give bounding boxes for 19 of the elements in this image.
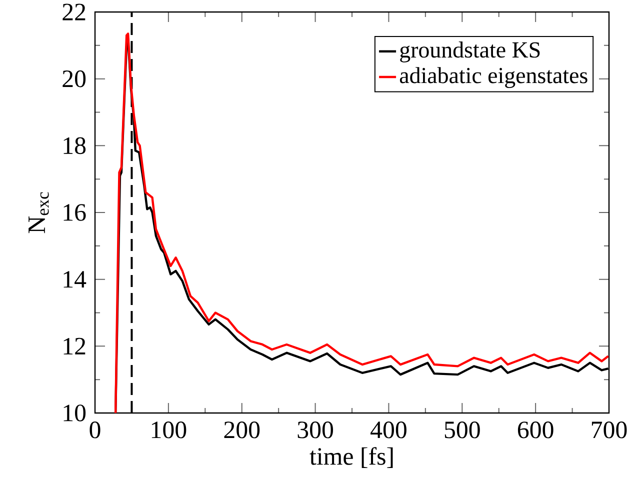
x-tick-label: 500 bbox=[444, 421, 480, 438]
legend-label: adiabatic eigenstates bbox=[400, 67, 588, 88]
y-tick-label: 22 bbox=[62, 4, 86, 20]
y-tick-label: 10 bbox=[64, 404, 86, 422]
y-tick-label: 16 bbox=[64, 204, 86, 221]
x-tick-label: 700 bbox=[592, 421, 627, 438]
x-axis-title: time [fs] bbox=[310, 447, 393, 468]
y-tick-label: 14 bbox=[64, 271, 86, 288]
x-tick-label: 0 bbox=[90, 421, 100, 438]
y-axis-title: N$_{exc}$ bbox=[28, 192, 49, 234]
y-tick-label: 12 bbox=[64, 338, 86, 354]
x-tick-label: 200 bbox=[224, 421, 260, 438]
x-tick-label: 300 bbox=[298, 421, 334, 438]
x-tick-label: 600 bbox=[518, 421, 554, 438]
legend-label: groundstate KS bbox=[400, 42, 540, 62]
x-tick-label: 400 bbox=[370, 421, 406, 438]
x-tick-label: 100 bbox=[152, 421, 186, 438]
y-tick-label: 18 bbox=[64, 137, 86, 154]
y-tick-label: 20 bbox=[62, 70, 86, 88]
